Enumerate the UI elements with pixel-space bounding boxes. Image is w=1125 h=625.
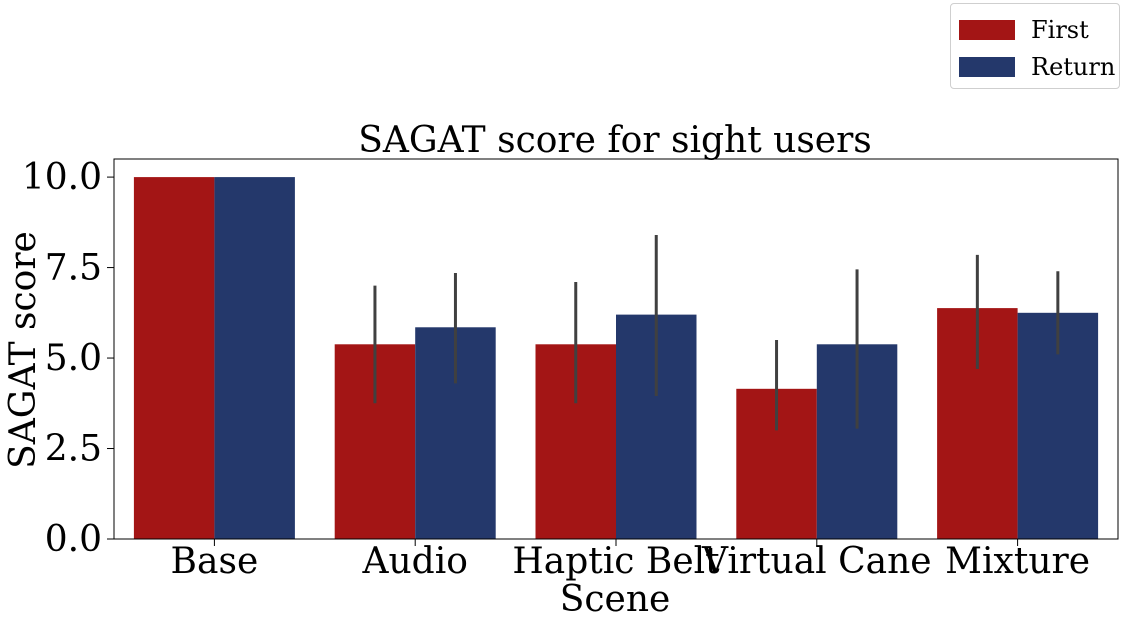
x-tick-label-0: Base (171, 541, 259, 582)
x-tick-label-2: Haptic Belt (512, 541, 720, 582)
y-axis-label: SAGAT score (3, 231, 44, 469)
legend-swatch-return (959, 57, 1015, 77)
legend-label-first: First (1031, 16, 1089, 44)
y-tick-label-0: 0.0 (45, 519, 102, 560)
x-axis-label: Scene (560, 579, 671, 620)
legend-item-return: Return (959, 53, 1116, 81)
x-tick-label-1: Audio (361, 541, 467, 582)
legend-item-first: First (959, 16, 1089, 44)
y-tick-label-1: 2.5 (45, 429, 102, 470)
bar-first-0 (133, 177, 215, 539)
legend-swatch-first (959, 20, 1015, 40)
y-tick-label-2: 5.0 (45, 338, 102, 379)
y-tick-label-3: 7.5 (45, 248, 102, 289)
x-tick-label-3: Virtual Cane (701, 541, 932, 582)
legend-label-return: Return (1031, 53, 1116, 81)
y-tick-label-4: 10.0 (22, 157, 102, 198)
x-tick-label-4: Mixture (945, 541, 1090, 582)
legend: First Return (950, 3, 1120, 89)
chart-title: SAGAT score for sight users (358, 120, 872, 161)
bar-return-0 (214, 177, 295, 539)
